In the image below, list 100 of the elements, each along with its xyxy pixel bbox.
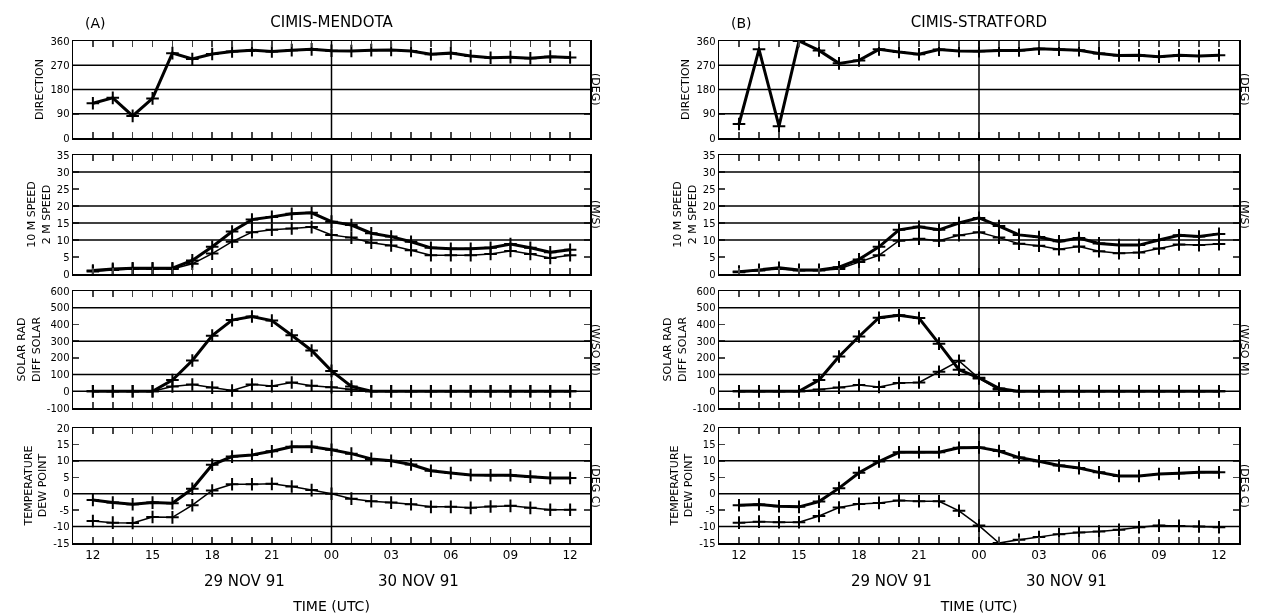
y-tick-label: -100 (46, 402, 70, 414)
y2-axis-title: (M/S) (589, 200, 602, 229)
y-tick-label: 100 (50, 369, 70, 381)
y-axis-title: 10 M SPEED 2 M SPEED (671, 181, 699, 248)
x-tick-label: 06 (1091, 547, 1107, 562)
y-tick-label: 0 (63, 385, 70, 397)
x-tick-label: 15 (144, 547, 161, 562)
y-tick-label: 30 (702, 166, 716, 178)
y-tick-label: 35 (702, 149, 716, 161)
text: (B) (731, 15, 752, 31)
x-tick-label: 18 (204, 547, 220, 562)
y-tick-label: 5 (63, 251, 70, 263)
y-tick-label: -15 (53, 537, 70, 549)
y-tick-label: 0 (709, 488, 716, 500)
y-tick-label: 500 (50, 302, 70, 314)
x-tick-label: 03 (1031, 547, 1047, 562)
x-tick-label: 00 (323, 547, 340, 562)
chart-title: CIMIS-STRATFORD (910, 13, 1048, 32)
x-axis-title: TIME (UTC) (292, 597, 370, 614)
text: 29 NOV 91 (204, 572, 285, 590)
y-tick-label: 180 (696, 84, 716, 95)
y-axis-title: SOLAR RAD DIFF SOLAR (15, 316, 43, 383)
text: 29 NOV 91 (851, 572, 932, 590)
y-tick-label: 10 (702, 234, 716, 246)
y-axis-title: DIRECTION (679, 59, 693, 120)
y2-axis-title: (W/SQ M) (1238, 324, 1251, 376)
x-tick-label: 03 (383, 547, 399, 562)
x-tick-label: 21 (911, 547, 927, 562)
y2-axis-title: (M/S) (1238, 200, 1251, 229)
x-tick-label: 12 (562, 547, 578, 562)
x-tick-label: 09 (1151, 547, 1167, 562)
x-tick-label: 15 (791, 547, 807, 562)
y-tick-label: 270 (50, 59, 70, 71)
text: (A) (85, 15, 106, 31)
y-tick-label: 35 (56, 149, 70, 161)
x-tick-label: 00 (971, 547, 987, 562)
y-axis-title: SOLAR RAD DIFF SOLAR (661, 316, 689, 383)
y-tick-label: -5 (59, 504, 70, 516)
y-tick-label: 20 (56, 200, 70, 212)
y-tick-label: -100 (692, 402, 716, 414)
y2-axis-title: (DEG C) (589, 464, 602, 508)
y-tick-label: -10 (53, 521, 70, 533)
y2-axis-title: (DEG) (589, 73, 602, 106)
y-tick-label: 0 (709, 132, 716, 144)
y-tick-label: 15 (56, 217, 70, 229)
y-tick-label: 20 (56, 422, 70, 434)
y-tick-label: 0 (709, 268, 716, 280)
y-tick-label: -10 (699, 521, 716, 533)
y-tick-label: 360 (50, 35, 70, 47)
y-tick-label: 400 (50, 318, 70, 330)
y-tick-label: 360 (696, 35, 716, 47)
y-axis-title: DIRECTION (33, 59, 47, 120)
y-tick-label: 25 (702, 183, 716, 195)
y2-axis-title: (DEG) (1238, 73, 1251, 106)
y-tick-label: 200 (696, 352, 716, 364)
y-tick-label: 30 (56, 166, 70, 178)
y-tick-label: 300 (50, 335, 70, 347)
y-tick-label: 180 (50, 84, 70, 95)
y-tick-label: 90 (56, 108, 70, 120)
y-tick-label: 15 (56, 438, 70, 450)
y-tick-label: 0 (709, 385, 716, 397)
y-tick-label: 600 (696, 285, 716, 297)
y-tick-label: -15 (699, 537, 716, 549)
y-tick-label: 500 (696, 302, 716, 314)
x-tick-label: 09 (502, 547, 519, 562)
y-axis-title: 10 M SPEED 2 M SPEED (25, 181, 53, 248)
y-tick-label: 15 (702, 438, 716, 450)
y-tick-label: 10 (56, 234, 70, 246)
y-tick-label: 300 (696, 335, 716, 347)
y-tick-label: 10 (702, 455, 716, 467)
y-tick-label: 270 (696, 59, 716, 71)
text: 30 NOV 91 (1026, 572, 1107, 590)
y2-axis-title: (DEG C) (1238, 464, 1251, 508)
y-tick-label: 20 (702, 200, 716, 212)
y-tick-label: 0 (63, 132, 70, 144)
x-tick-label: 12 (85, 547, 101, 562)
text: 30 NOV 91 (378, 572, 459, 590)
y-tick-label: 90 (702, 108, 716, 120)
y2-axis-title: (W/SQ M) (589, 324, 602, 376)
y-tick-label: 20 (702, 422, 716, 434)
y-tick-label: 5 (709, 471, 716, 483)
y-tick-label: 100 (696, 369, 716, 381)
x-tick-label: 12 (1211, 547, 1227, 562)
x-tick-label: 18 (851, 547, 867, 562)
y-tick-label: 5 (709, 251, 716, 263)
x-tick-label: 06 (443, 547, 459, 562)
chart-title: CIMIS-MENDOTA (270, 13, 394, 32)
y-tick-label: 0 (63, 268, 70, 280)
y-tick-label: 15 (702, 217, 716, 229)
y-tick-label: 5 (63, 471, 70, 483)
y-tick-label: 25 (56, 183, 70, 195)
x-axis-title: TIME (UTC) (939, 597, 1018, 614)
y-tick-label: 200 (50, 352, 70, 364)
y-tick-label: 10 (56, 455, 70, 467)
y-tick-label: -5 (705, 504, 716, 516)
y-tick-label: 0 (63, 488, 70, 500)
y-axis-title: TEMPERATURE DEW POINT (667, 445, 696, 527)
y-tick-label: 400 (696, 318, 716, 330)
x-tick-label: 12 (731, 547, 747, 562)
y-axis-title: TEMPERATURE DEW POINT (21, 445, 50, 527)
